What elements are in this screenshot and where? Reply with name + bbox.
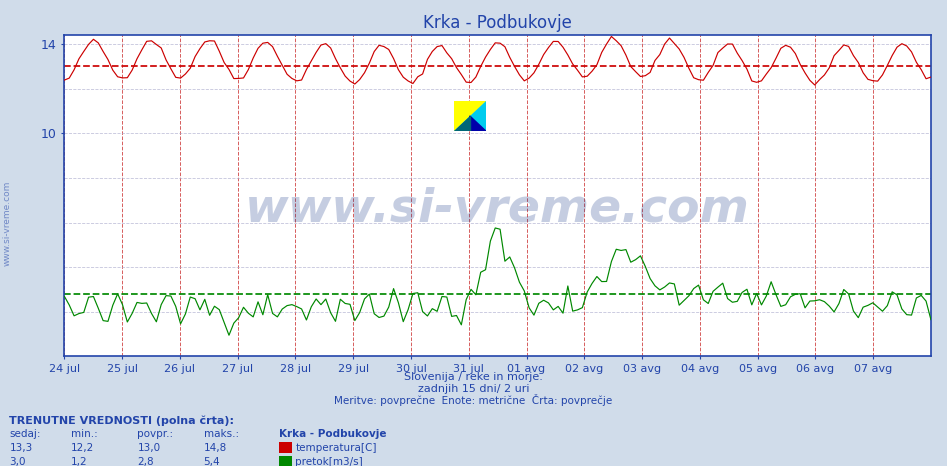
Text: Krka - Podbukovje: Krka - Podbukovje <box>279 429 387 439</box>
Text: Meritve: povprečne  Enote: metrične  Črta: povprečje: Meritve: povprečne Enote: metrične Črta:… <box>334 395 613 406</box>
Text: povpr.:: povpr.: <box>137 429 173 439</box>
Text: 5,4: 5,4 <box>204 457 221 466</box>
Text: 14,8: 14,8 <box>204 443 227 453</box>
Polygon shape <box>454 116 470 131</box>
Text: www.si-vreme.com: www.si-vreme.com <box>3 181 12 267</box>
Text: www.si-vreme.com: www.si-vreme.com <box>245 186 750 231</box>
Text: zadnjih 15 dni/ 2 uri: zadnjih 15 dni/ 2 uri <box>418 384 529 394</box>
Text: 13,0: 13,0 <box>137 443 160 453</box>
Text: TRENUTNE VREDNOSTI (polna črta):: TRENUTNE VREDNOSTI (polna črta): <box>9 416 235 426</box>
Text: 3,0: 3,0 <box>9 457 26 466</box>
Text: temperatura[C]: temperatura[C] <box>295 443 377 453</box>
Text: maks.:: maks.: <box>204 429 239 439</box>
Text: Slovenija / reke in morje.: Slovenija / reke in morje. <box>404 372 543 382</box>
Text: 1,2: 1,2 <box>71 457 88 466</box>
Text: 12,2: 12,2 <box>71 443 95 453</box>
Text: pretok[m3/s]: pretok[m3/s] <box>295 457 364 466</box>
Title: Krka - Podbukovje: Krka - Podbukovje <box>423 14 572 32</box>
Text: 2,8: 2,8 <box>137 457 154 466</box>
Polygon shape <box>470 116 486 131</box>
Text: sedaj:: sedaj: <box>9 429 41 439</box>
Polygon shape <box>454 101 486 131</box>
Text: min.:: min.: <box>71 429 98 439</box>
Polygon shape <box>454 101 486 131</box>
Text: 13,3: 13,3 <box>9 443 33 453</box>
